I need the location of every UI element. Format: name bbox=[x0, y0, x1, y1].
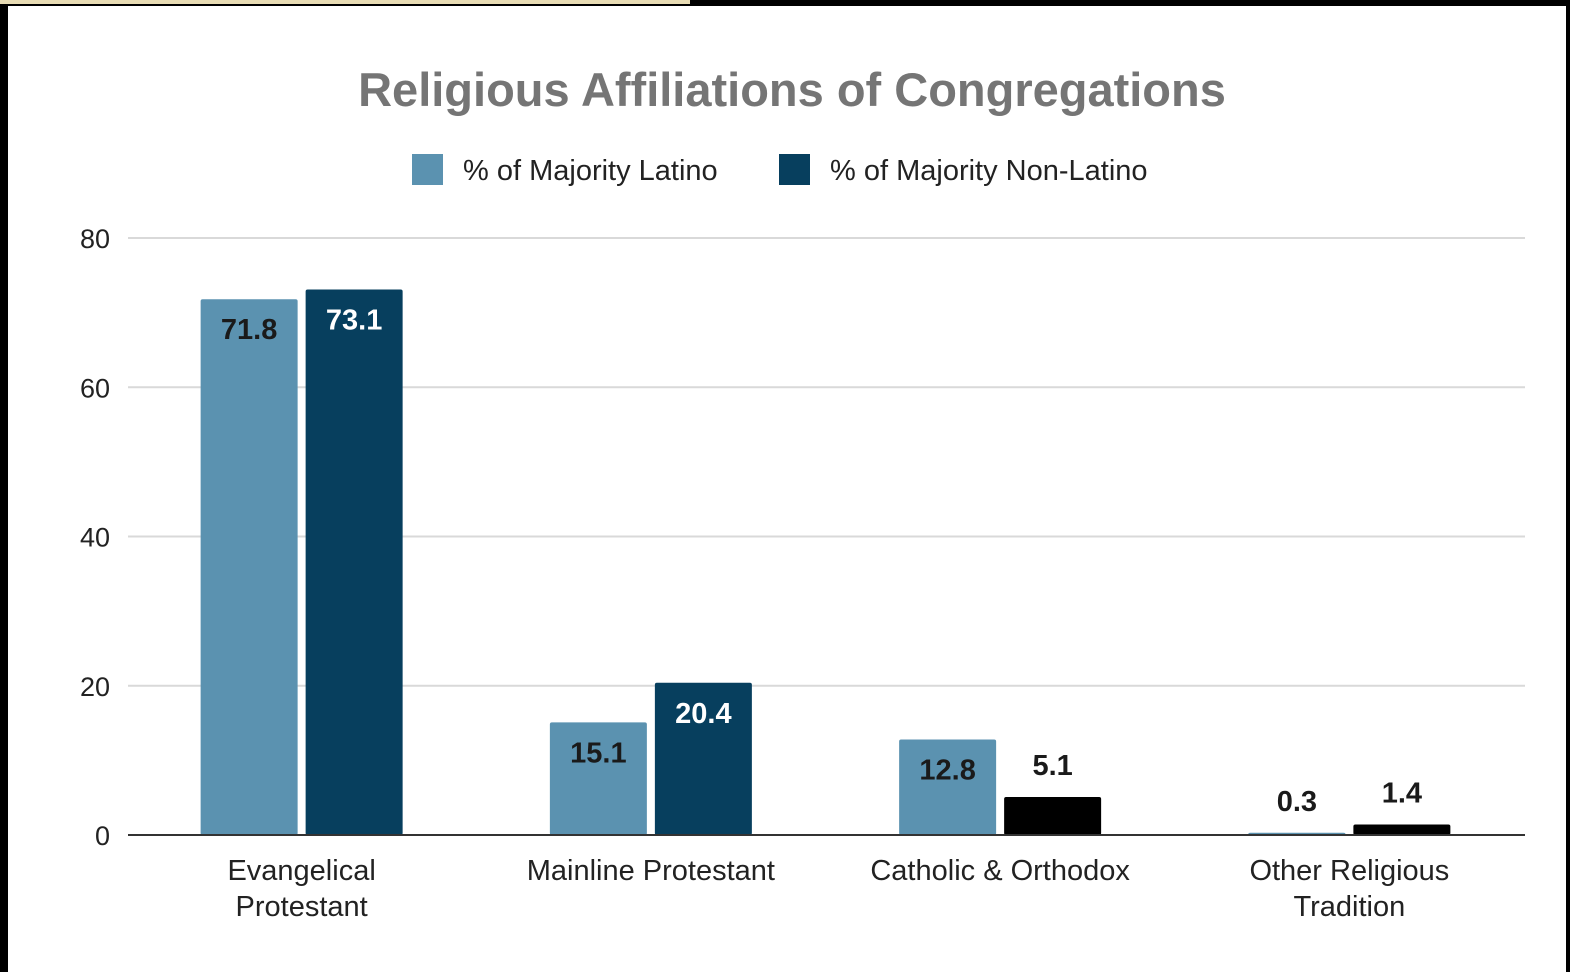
value-label: 5.1 bbox=[1032, 750, 1072, 782]
legend-swatch-non-latino bbox=[779, 154, 810, 185]
bar-latino-1 bbox=[549, 722, 647, 835]
category-label: Catholic & Orthodox bbox=[870, 855, 1130, 887]
value-label: 73.1 bbox=[326, 304, 382, 336]
x-axis: Evangelical Protestant Mainline Protestant… bbox=[227, 855, 1449, 923]
chart-title: Religious Affiliations of Congregations bbox=[358, 63, 1226, 116]
value-label: 20.4 bbox=[675, 698, 731, 730]
y-tick-label: 20 bbox=[80, 672, 110, 702]
value-label: 71.8 bbox=[221, 314, 277, 346]
value-label: 0.3 bbox=[1277, 786, 1317, 818]
bar-non-latino-1 bbox=[654, 682, 752, 835]
legend-swatch-latino bbox=[412, 154, 443, 185]
bar-non-latino-2 bbox=[1004, 796, 1102, 835]
value-label: 1.4 bbox=[1382, 778, 1422, 810]
bar-latino-2 bbox=[899, 739, 997, 835]
value-label: 15.1 bbox=[570, 737, 626, 769]
value-labels: 71.8 73.1 15.1 20.4 12.8 5.1 0.3 1.4 bbox=[221, 304, 1422, 817]
category-label: Protestant bbox=[236, 891, 368, 923]
y-tick-label: 0 bbox=[95, 821, 110, 851]
category-label: Mainline Protestant bbox=[527, 855, 775, 887]
bar-non-latino-0 bbox=[305, 289, 403, 836]
legend-label-latino: % of Majority Latino bbox=[463, 155, 718, 187]
legend-label-non-latino: % of Majority Non-Latino bbox=[830, 155, 1148, 187]
bar-non-latino-3 bbox=[1353, 824, 1451, 835]
legend: % of Majority Latino % of Majority Non-L… bbox=[412, 154, 1148, 187]
y-tick-label: 40 bbox=[80, 523, 110, 553]
frame-accent bbox=[0, 0, 690, 4]
y-tick-label: 80 bbox=[80, 224, 110, 254]
y-tick-label: 60 bbox=[80, 373, 110, 403]
category-label: Evangelical bbox=[227, 855, 375, 887]
value-label: 12.8 bbox=[919, 754, 975, 786]
bar-latino-0 bbox=[200, 299, 298, 835]
category-label: Tradition bbox=[1293, 891, 1405, 923]
bars bbox=[200, 289, 1451, 836]
category-label: Other Religious bbox=[1249, 855, 1449, 887]
y-axis: 0 20 40 60 80 bbox=[80, 224, 110, 851]
